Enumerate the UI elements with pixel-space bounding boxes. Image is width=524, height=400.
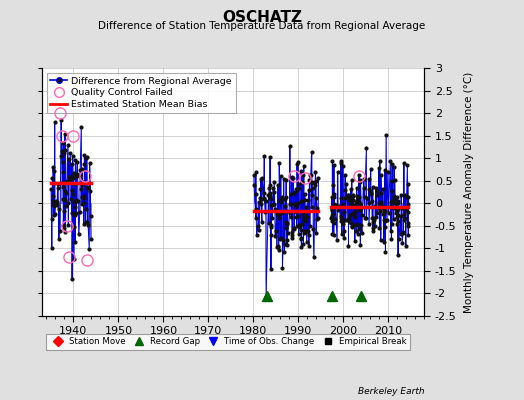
Text: OSCHATZ: OSCHATZ bbox=[222, 10, 302, 25]
Legend: Difference from Regional Average, Quality Control Failed, Estimated Station Mean: Difference from Regional Average, Qualit… bbox=[47, 73, 236, 113]
Y-axis label: Monthly Temperature Anomaly Difference (°C): Monthly Temperature Anomaly Difference (… bbox=[464, 71, 474, 313]
Text: Difference of Station Temperature Data from Regional Average: Difference of Station Temperature Data f… bbox=[99, 21, 425, 31]
Text: Berkeley Earth: Berkeley Earth bbox=[358, 387, 424, 396]
Legend: Station Move, Record Gap, Time of Obs. Change, Empirical Break: Station Move, Record Gap, Time of Obs. C… bbox=[46, 334, 410, 350]
